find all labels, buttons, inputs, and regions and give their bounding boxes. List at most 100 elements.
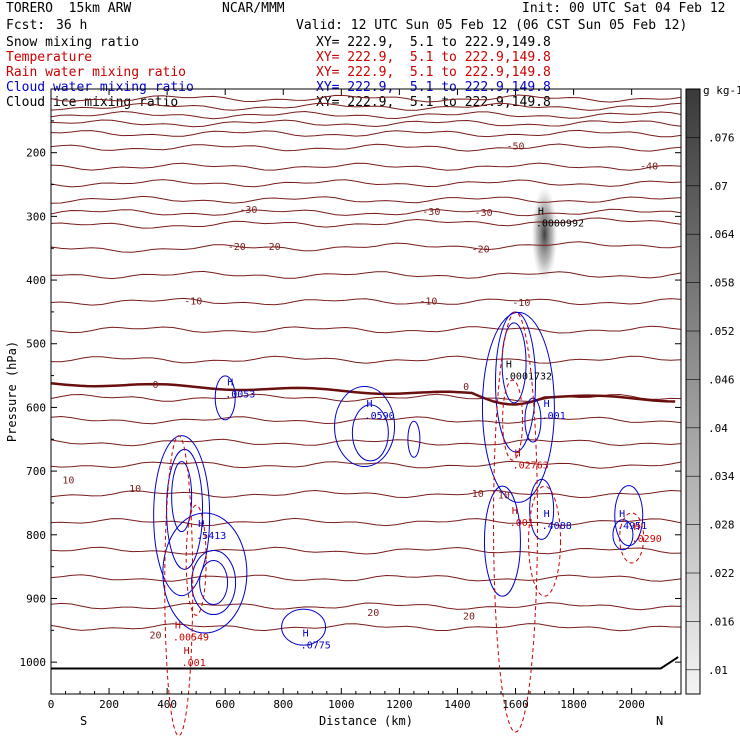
isotherm-line <box>50 325 682 334</box>
max-marker: H <box>184 646 190 657</box>
rain-water-contour <box>493 311 539 733</box>
isotherm-label: -20 <box>472 244 490 255</box>
max-marker: H <box>227 377 233 388</box>
max-marker: H <box>367 399 373 410</box>
max-value-label: .0000992 <box>536 219 584 230</box>
isotherm-label: -10 <box>512 298 530 309</box>
isotherm-line <box>50 355 682 364</box>
field-xy: XY= 222.9, 5.1 to 222.9,149.8 <box>316 65 551 80</box>
rain-water-contour <box>164 435 194 737</box>
x-axis-title: Distance (km) <box>319 714 413 728</box>
colorbar-tick-label: .076 <box>708 131 735 144</box>
y-tick-label: 600 <box>26 401 46 414</box>
max-marker: H <box>175 621 181 632</box>
colorbar-tick-label: .07 <box>708 180 728 193</box>
cloud-water-contour <box>153 435 211 597</box>
colorbar-tick-label: .028 <box>708 519 735 532</box>
isotherm-label: 20 <box>149 630 161 641</box>
isotherm-line <box>50 217 682 229</box>
isotherm-label: -30 <box>475 208 493 219</box>
isotherm-line <box>50 393 682 403</box>
y-tick-label: 1000 <box>20 656 47 669</box>
cloud-water-contour <box>191 550 237 616</box>
isotherm-label: 20 <box>367 608 379 619</box>
rain-water-contour <box>185 504 207 616</box>
isotherm-line <box>50 623 682 632</box>
cloud-water-contour <box>481 311 555 503</box>
isotherm-line <box>50 129 682 138</box>
y-tick-label: 200 <box>26 147 46 160</box>
isotherm-line <box>50 119 682 128</box>
cloud-water-contour <box>281 608 327 646</box>
isotherm-label: 10 <box>498 490 510 501</box>
field-label: Cloud ice mixing ratio <box>6 95 179 110</box>
max-marker: H <box>515 449 521 460</box>
isotherm-line <box>50 179 682 188</box>
y-tick-label: 800 <box>26 529 46 542</box>
rain-water-contour <box>528 485 562 597</box>
isotherm-line <box>50 489 682 499</box>
south-end-label: S <box>80 714 87 728</box>
colorbar-tick-label: .01 <box>708 664 728 677</box>
max-value-label: .02763 <box>513 461 549 472</box>
isotherm-line <box>50 110 682 120</box>
isotherm-line <box>51 270 682 280</box>
plot-area: -50 -40 -30 -30 -30 -20 -20 -20 -10 -10 -10 0 0 10 10 1… <box>50 94 682 737</box>
x-tick-label: 200 <box>99 698 119 711</box>
max-marker: H <box>512 506 518 517</box>
max-marker: H <box>506 360 512 371</box>
x-tick-label: 1200 <box>386 698 413 711</box>
cloud-water-contour <box>214 375 236 421</box>
plot-frame <box>50 88 682 695</box>
cloud-water-contour <box>407 420 421 458</box>
field-xy: XY= 222.9, 5.1 to 222.9,149.8 <box>316 35 551 50</box>
rain-water-contour <box>502 379 524 461</box>
max-value-label: .5413 <box>196 531 226 542</box>
isotherm-label: 10 <box>129 484 141 495</box>
isotherm-line <box>50 415 682 425</box>
max-value-label: .001 <box>510 518 534 529</box>
field-xy: XY= 222.9, 5.1 to 222.9,149.8 <box>316 50 551 65</box>
isotherm-line <box>50 438 682 447</box>
isotherm-label: 0 <box>153 380 159 391</box>
cloud-water-contour <box>483 485 521 597</box>
fcst-value: 36 h <box>56 18 88 33</box>
cloud-water-contour <box>199 560 229 606</box>
x-tick-label: 0 <box>48 698 55 711</box>
isotherm-line <box>50 195 682 204</box>
colorbar: .01 .016 .022 .028 .034 .04 .046 .052 .058 .064 .0… <box>685 84 740 695</box>
max-marker: H <box>544 509 550 520</box>
colorbar-tick-label: .04 <box>708 422 728 435</box>
field-xy: XY= 222.9, 5.1 to 222.9,149.8 <box>316 80 551 95</box>
colorbar-tick-label: .058 <box>708 277 735 290</box>
y-tick-label: 500 <box>26 338 46 351</box>
colorbar-tick-label: .016 <box>708 615 735 628</box>
max-value-label: .0775 <box>301 640 331 651</box>
x-tick-label: 1400 <box>444 698 471 711</box>
isotherm-label: -50 <box>506 141 524 152</box>
north-end-label: N <box>656 714 663 728</box>
colorbar-tick-label: .022 <box>708 567 735 580</box>
isotherm-label: -10 <box>184 297 202 308</box>
init-time: Init: 00 UTC Sat 04 Feb 12 <box>522 1 726 16</box>
y-tick-label: 700 <box>26 465 46 478</box>
x-tick-label: 2000 <box>618 698 645 711</box>
isotherm-label: -30 <box>239 205 257 216</box>
cloud-water-contour <box>162 512 248 634</box>
y-tick-label: 400 <box>26 274 46 287</box>
isotherm-label: 20 <box>463 611 475 622</box>
x-tick-label: 1600 <box>502 698 529 711</box>
max-marker: H <box>634 522 640 533</box>
cloud-water-contour <box>614 485 644 547</box>
x-tick-label: 400 <box>157 698 177 711</box>
max-value-label: .4088 <box>542 521 572 532</box>
isotherm-line <box>50 94 682 103</box>
rain-water-contour <box>619 512 645 564</box>
freezing-level-line <box>50 381 676 406</box>
x-tick-label: 1800 <box>560 698 587 711</box>
colorbar-tick-label: .034 <box>708 470 735 483</box>
y-axis-title: Pressure (hPa) <box>5 341 19 442</box>
isotherm-label: 10 <box>62 476 74 487</box>
center-title: NCAR/MMM <box>222 1 285 16</box>
max-value-label: .001 <box>182 658 206 669</box>
